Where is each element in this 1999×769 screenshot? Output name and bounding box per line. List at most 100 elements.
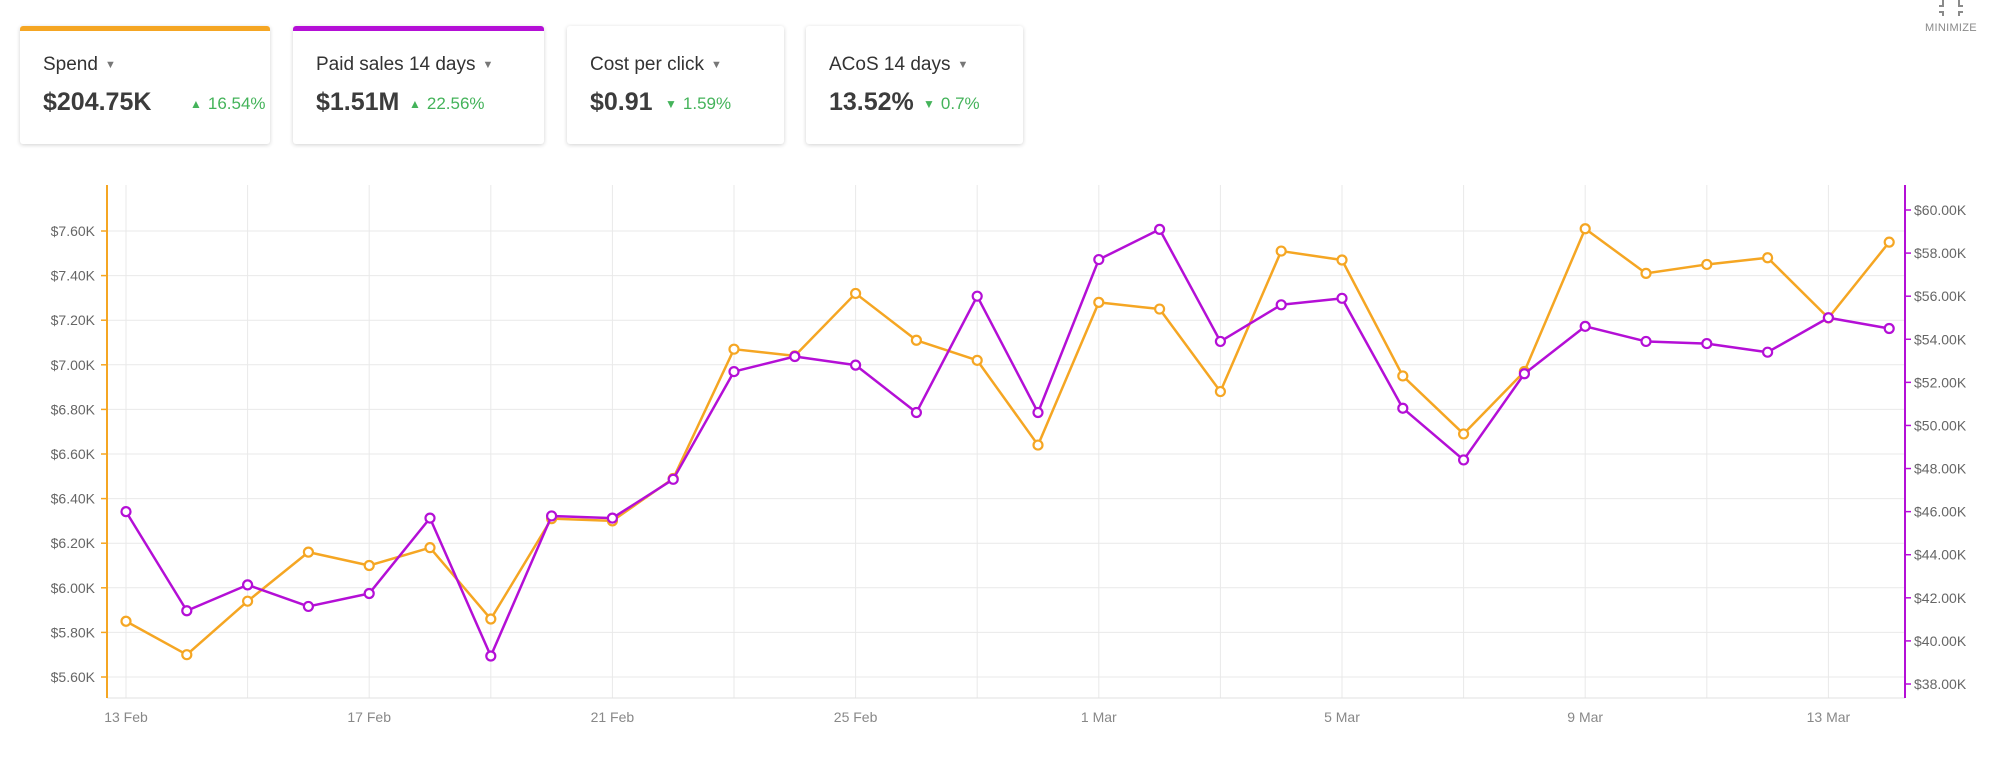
series-2-point <box>1579 320 1591 332</box>
minimize-label: MINIMIZE <box>1925 22 1977 34</box>
series-1-point <box>424 542 436 554</box>
left-axis-tick-label: $5.80K <box>51 624 96 640</box>
card-title[interactable]: Paid sales 14 days ▼ <box>316 54 494 75</box>
right-axis-tick-label: $58.00K <box>1914 245 1967 261</box>
series-1-point <box>242 595 254 607</box>
series-2-point <box>1275 299 1287 311</box>
card-title[interactable]: Cost per click ▼ <box>590 54 722 75</box>
left-axis-tick-label: $6.00K <box>51 580 96 596</box>
chevron-down-icon[interactable]: ▼ <box>711 59 722 71</box>
metric-card-acos[interactable]: ACoS 14 days ▼ 13.52% ▼ 0.7% <box>806 26 1023 144</box>
chevron-down-icon[interactable]: ▼ <box>957 59 969 71</box>
right-axis-tick-label: $40.00K <box>1914 633 1967 649</box>
series-2-point <box>1336 292 1348 304</box>
series-2-point <box>1397 402 1409 414</box>
series-2-point <box>181 605 193 617</box>
series-2-point <box>363 587 375 600</box>
right-axis-tick-label: $52.00K <box>1914 374 1967 390</box>
left-axis-tick-label: $6.20K <box>51 535 96 551</box>
left-axis-tick-label: $7.40K <box>51 268 96 284</box>
series-2-point <box>667 473 679 485</box>
left-axis-tick-label: $7.60K <box>51 223 96 239</box>
right-axis-tick-label: $44.00K <box>1914 547 1967 563</box>
series-2-point <box>1457 454 1470 466</box>
right-axis-tick-label: $46.00K <box>1914 504 1967 520</box>
series-1-point <box>1032 439 1044 451</box>
series-1-point <box>1457 428 1470 440</box>
x-axis-tick-label: 13 Mar <box>1807 709 1851 725</box>
arrow-down-icon: ▼ <box>923 97 935 111</box>
card-value: $1.51M <box>316 88 400 116</box>
series-1-point <box>1275 245 1287 257</box>
chevron-down-icon[interactable]: ▼ <box>482 59 494 71</box>
left-axis-tick-label: $6.80K <box>51 401 96 417</box>
chevron-down-icon[interactable]: ▼ <box>104 59 116 71</box>
x-axis-tick-label: 13 Feb <box>104 709 148 725</box>
arrow-up-icon: ▲ <box>190 97 202 111</box>
x-axis-tick-label: 9 Mar <box>1567 709 1603 725</box>
series-2-point <box>1822 312 1835 324</box>
series-1-point <box>1397 370 1409 382</box>
series-1-point <box>1883 236 1895 248</box>
right-axis-tick-label: $60.00K <box>1914 202 1967 218</box>
card-delta: ▼ 0.7% <box>923 94 980 113</box>
minimize-icon <box>1939 0 1963 16</box>
series-1-point <box>728 343 740 355</box>
series-1-point <box>1214 385 1227 398</box>
series-1-point <box>910 334 923 346</box>
right-axis-tick-label: $50.00K <box>1914 417 1967 433</box>
series-1-point <box>1336 254 1348 266</box>
card-value: $0.91 <box>590 88 653 116</box>
card-title[interactable]: Spend ▼ <box>43 54 116 75</box>
series-1-point <box>971 354 983 366</box>
series-1-point <box>363 559 375 572</box>
series-2-point <box>1032 406 1044 419</box>
card-delta: ▲ 22.56% <box>409 94 485 113</box>
right-axis-tick-label: $48.00K <box>1914 461 1967 477</box>
series-1-point <box>1093 296 1105 308</box>
card-value: $204.75K <box>43 88 152 116</box>
series-2-point <box>1093 253 1105 266</box>
right-axis-tick-label: $38.00K <box>1914 676 1967 692</box>
series-1-point <box>1153 303 1166 315</box>
series-1-point <box>120 615 132 627</box>
metric-card-cost-per-click[interactable]: Cost per click ▼ $0.91 ▼ 1.59% <box>567 26 784 144</box>
series-2-point <box>120 506 132 518</box>
series-2-point <box>302 600 314 613</box>
x-axis-tick-label: 1 Mar <box>1081 709 1117 725</box>
card-accent-bar <box>20 26 270 31</box>
arrow-up-icon: ▲ <box>409 97 421 111</box>
series-1-point <box>849 287 862 300</box>
x-axis-tick-label: 5 Mar <box>1324 709 1360 725</box>
series-2-point <box>242 579 254 591</box>
series-1-point <box>1640 267 1652 279</box>
x-axis-tick-label: 17 Feb <box>347 709 391 725</box>
arrow-down-icon: ▼ <box>665 97 677 111</box>
metric-card-paid-sales[interactable]: Paid sales 14 days ▼ $1.51M ▲ 22.56% <box>293 26 544 144</box>
x-axis-tick-label: 21 Feb <box>591 709 635 725</box>
series-2-point <box>728 365 740 378</box>
card-delta: ▲ 16.54% <box>190 94 266 113</box>
series-2-point <box>849 359 862 371</box>
left-axis-tick-label: $7.00K <box>51 357 96 373</box>
series-line-1 <box>125 227 1891 656</box>
metric-card-spend[interactable]: Spend ▼ $204.75K ▲ 16.54% <box>20 26 270 144</box>
series-2-point <box>1883 322 1895 335</box>
left-axis-tick-label: $6.40K <box>51 491 96 507</box>
series-1-point <box>1701 258 1713 271</box>
series-2-point <box>424 512 436 524</box>
series-1-point <box>485 613 497 625</box>
left-axis-tick-label: $7.20K <box>51 312 96 328</box>
left-axis-tick-label: $6.60K <box>51 446 96 462</box>
series-1-point <box>1579 223 1591 235</box>
series-2-point <box>1518 368 1531 380</box>
series-2-point <box>971 290 983 302</box>
series-2-point <box>1761 346 1774 358</box>
series-2-point <box>789 350 801 363</box>
card-delta: ▼ 1.59% <box>665 94 732 113</box>
card-title[interactable]: ACoS 14 days ▼ <box>829 54 969 75</box>
series-2-point <box>1640 335 1652 348</box>
series-1-point <box>1761 252 1774 264</box>
left-axis-tick-label: $5.60K <box>51 669 96 685</box>
